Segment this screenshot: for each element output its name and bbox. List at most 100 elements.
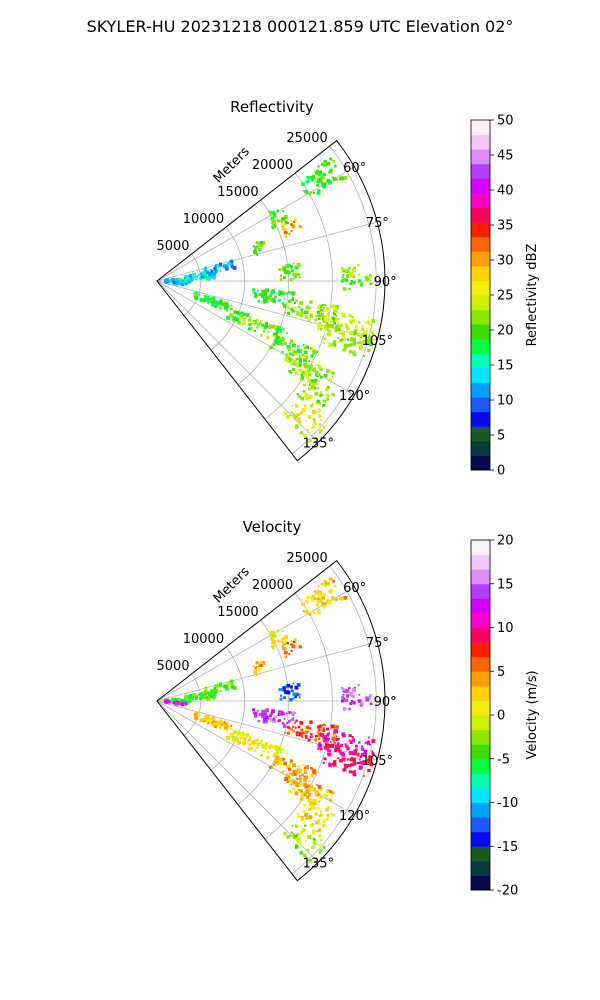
- echo-gate: [316, 351, 319, 354]
- echo-gate: [286, 835, 291, 839]
- echo-gate: [249, 743, 252, 746]
- echo-gate: [296, 417, 301, 422]
- echo-gate: [262, 326, 265, 329]
- echo-gate: [267, 751, 270, 754]
- echo-gate: [308, 360, 310, 362]
- echo-gate: [314, 437, 317, 440]
- echo-gate: [226, 315, 231, 320]
- echo-gate: [172, 700, 177, 705]
- echo-gate: [297, 395, 301, 399]
- echo-gate: [352, 352, 356, 356]
- echo-gate: [274, 340, 279, 345]
- echo-gate: [301, 732, 304, 735]
- echo-gate: [332, 320, 335, 323]
- echo-gate: [322, 315, 325, 319]
- echo-gate: [289, 339, 293, 343]
- echo-gate: [360, 761, 364, 765]
- echo-gate: [299, 225, 302, 229]
- echo-gate: [294, 771, 298, 775]
- echo-gate: [348, 287, 351, 291]
- echo-gate: [318, 380, 321, 383]
- echo-gate: [256, 665, 259, 669]
- echo-gate: [310, 805, 315, 810]
- echo-gate: [264, 745, 268, 749]
- echo-gate: [280, 343, 283, 346]
- echo-gate: [232, 738, 236, 742]
- echo-gate: [307, 792, 312, 797]
- echo-gate: [300, 397, 304, 401]
- echo-gate: [239, 733, 243, 737]
- echo-gate: [292, 640, 296, 644]
- echo-gate: [295, 845, 299, 849]
- echo-gate: [299, 378, 302, 381]
- echo-region: [163, 699, 188, 707]
- echo-gate: [197, 293, 201, 297]
- echo-gate: [320, 733, 325, 737]
- echo-gate: [296, 813, 299, 816]
- echo-gate: [355, 744, 358, 748]
- echo-gate: [348, 331, 353, 335]
- echo-gate: [298, 783, 302, 787]
- echo-gate: [203, 295, 207, 298]
- echo-gate: [172, 280, 177, 285]
- echo-gate: [210, 268, 213, 272]
- echo-gate: [274, 338, 278, 342]
- echo-gate: [295, 835, 298, 838]
- echo-gate: [171, 282, 173, 284]
- echo-gate: [337, 742, 340, 745]
- echo-gate: [309, 611, 312, 614]
- echo-gate: [296, 312, 300, 316]
- echo-gate: [228, 313, 233, 318]
- echo-gate: [290, 372, 293, 374]
- echo-gate: [272, 299, 276, 304]
- echo-gate: [288, 352, 292, 356]
- echo-gate: [214, 720, 218, 724]
- echo-gate: [299, 798, 302, 801]
- echo-gate: [262, 330, 265, 333]
- echo-gate: [316, 177, 320, 181]
- echo-gate: [257, 720, 260, 723]
- echo-gate: [295, 404, 299, 408]
- echo-gate: [232, 686, 237, 690]
- echo-gate: [180, 703, 184, 707]
- echo-gate: [294, 403, 297, 407]
- echo-gate: [299, 411, 303, 415]
- echo-gate: [341, 312, 345, 316]
- echo-gate: [282, 630, 285, 633]
- echo-region: [283, 823, 326, 863]
- echo-gate: [342, 287, 347, 291]
- echo-gate: [325, 817, 329, 821]
- colorbar-swatch: [471, 397, 490, 413]
- echo-gate: [343, 176, 348, 180]
- echo-gate: [326, 742, 329, 745]
- echo-gate: [179, 702, 182, 705]
- echo-gate: [268, 210, 271, 214]
- echo-gate: [216, 301, 221, 305]
- colorbar-swatch: [471, 382, 490, 398]
- echo-gate: [308, 438, 312, 443]
- echo-gate: [324, 584, 327, 587]
- echo-region: [278, 682, 301, 702]
- echo-gate: [358, 321, 361, 324]
- echo-gate: [275, 748, 279, 751]
- echo-gate: [283, 223, 286, 226]
- echo-gate: [292, 787, 296, 791]
- echo-gate: [319, 367, 323, 371]
- echo-gate: [299, 431, 303, 435]
- echo-gate: [208, 692, 213, 697]
- echo-gate: [295, 425, 299, 429]
- echo-gate: [322, 172, 327, 177]
- azimuth-tick-label: 135°: [303, 856, 334, 871]
- echo-gate: [270, 712, 273, 715]
- echo-gate: [296, 732, 300, 736]
- echo-gate: [249, 736, 252, 739]
- echo-gate: [285, 773, 289, 776]
- echo-gate: [286, 764, 291, 769]
- panel-title: Velocity: [243, 518, 302, 536]
- echo-gate: [352, 318, 355, 321]
- echo-gate: [259, 240, 264, 244]
- echo-gate: [329, 370, 333, 374]
- echo-gate: [311, 178, 314, 182]
- echo-gate: [203, 267, 208, 271]
- echo-gate: [322, 426, 326, 429]
